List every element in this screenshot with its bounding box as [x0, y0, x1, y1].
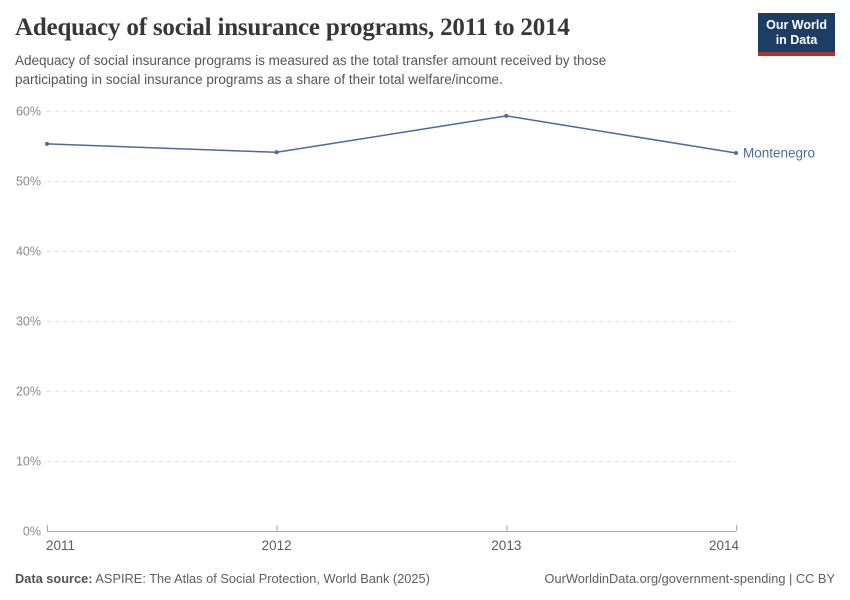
y-tick-label: 10%	[16, 455, 41, 469]
y-tick-label: 60%	[16, 105, 41, 119]
x-tick-label: 2012	[262, 538, 292, 553]
data-source-label: Data source:	[15, 571, 93, 586]
data-source: Data source: ASPIRE: The Atlas of Social…	[15, 571, 430, 586]
chart-header: Adequacy of social insurance programs, 2…	[15, 13, 835, 90]
data-point	[504, 113, 509, 118]
x-tick-label: 2013	[491, 538, 521, 553]
x-tick-label: 2011	[46, 538, 75, 553]
page-title: Adequacy of social insurance programs, 2…	[15, 14, 570, 41]
chart-subtitle: Adequacy of social insurance programs is…	[15, 53, 607, 87]
data-point	[45, 141, 49, 146]
credit-link: OurWorldinData.org/government-spending |…	[544, 571, 835, 586]
series-label: Montenegro	[743, 146, 815, 161]
data-point	[734, 151, 738, 155]
chart-footer: Data source: ASPIRE: The Atlas of Social…	[15, 571, 835, 586]
owid-logo: Our World in Data	[758, 13, 835, 56]
data-source-text: ASPIRE: The Atlas of Social Protection, …	[92, 571, 430, 586]
x-tick-label: 2014	[709, 538, 740, 553]
y-tick-label: 40%	[16, 245, 41, 259]
owid-logo-line2: in Data	[775, 33, 818, 47]
owid-logo-line1: Our World	[766, 18, 827, 32]
y-tick-label: 20%	[16, 385, 41, 399]
line-series	[46, 115, 737, 154]
y-tick-label: 50%	[16, 175, 41, 189]
data-point	[274, 150, 279, 155]
y-tick-label: 0%	[23, 525, 41, 539]
y-tick-label: 30%	[16, 315, 41, 329]
